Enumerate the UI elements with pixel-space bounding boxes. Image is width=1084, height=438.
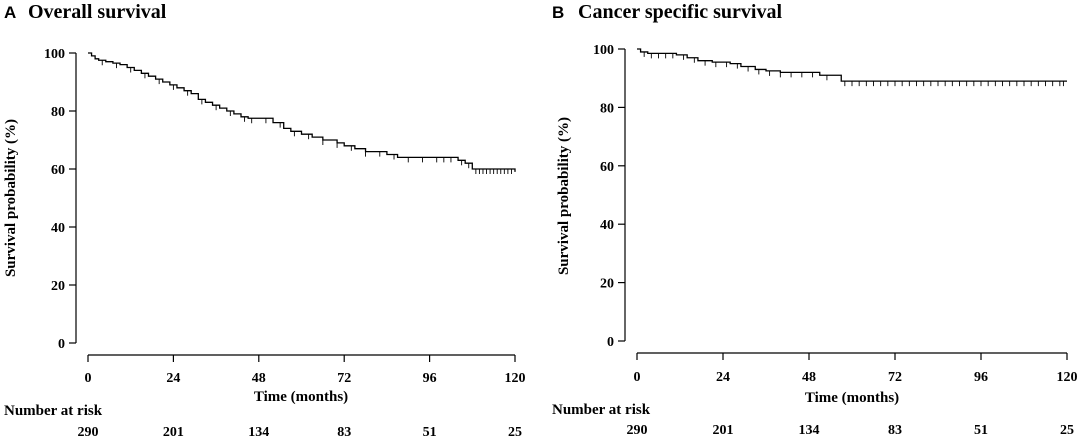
risk-count: 290 [78,425,99,438]
y-tick-label: 20 [51,279,65,294]
panel-b-axes [618,48,1068,360]
x-tick-label: 120 [1057,370,1078,385]
x-tick-label: 48 [802,370,816,385]
panel-a-tick-labels: 0 24 48 72 96 120 0 20 40 60 80 100 [44,47,526,386]
panel-b-y-axis-label: Survival probability (%) [556,117,572,275]
x-tick-label: 96 [974,370,988,385]
survival-curve [88,52,516,172]
risk-count: 134 [799,423,820,438]
y-tick-label: 100 [44,47,65,62]
x-tick-label: 24 [716,370,730,385]
y-tick-label: 0 [607,335,614,350]
x-tick-label: 0 [85,371,92,386]
panel-a-y-axis-label: Survival probability (%) [3,119,19,277]
risk-count: 51 [974,423,988,438]
panel-b-x-axis-label: Time (months) [805,390,899,406]
y-tick-label: 60 [600,160,614,175]
y-tick-label: 40 [600,218,614,233]
panel-b-title: Cancer specific survival [578,1,782,23]
risk-count: 201 [163,425,184,438]
panel-a-letter: A [4,3,16,22]
risk-count: 51 [423,425,437,438]
panel-a-title: Overall survival [28,1,167,23]
x-tick-label: 72 [337,371,351,386]
risk-count: 134 [248,425,269,438]
y-tick-label: 100 [593,43,614,58]
panel-a-x-axis-label: Time (months) [254,389,348,405]
x-tick-label: 72 [888,370,902,385]
panel-a-risk-table: 290 201 134 83 51 25 [78,425,523,438]
x-tick-label: 120 [505,371,526,386]
risk-count: 290 [627,423,648,438]
panel-a-plot-area [88,52,516,174]
panel-b: B Cancer specific survival Survival prob… [552,1,1078,438]
y-tick-label: 80 [51,105,65,120]
panel-b-tick-labels: 0 24 48 72 96 120 0 20 40 60 80 100 [593,43,1078,385]
y-tick-label: 80 [600,101,614,116]
risk-count: 83 [888,423,902,438]
panel-b-risk-table: 290 201 134 83 51 25 [627,423,1075,438]
risk-count: 25 [1060,423,1074,438]
panel-b-letter: B [552,3,564,22]
survival-curve [637,48,1067,82]
panel-b-risk-label: Number at risk [552,402,651,418]
x-tick-label: 48 [252,371,266,386]
y-tick-label: 40 [51,221,65,236]
risk-count: 201 [713,423,734,438]
x-tick-label: 0 [634,370,641,385]
risk-count: 83 [337,425,351,438]
panel-a-risk-label: Number at risk [4,403,103,419]
panel-a-axes [69,52,516,362]
panel-b-plot-area [637,48,1067,87]
x-tick-label: 96 [423,371,437,386]
panel-a: A Overall survival Survival probability … [3,1,526,438]
y-tick-label: 20 [600,277,614,292]
risk-count: 25 [508,425,522,438]
y-tick-label: 0 [58,337,65,352]
y-tick-label: 60 [51,163,65,178]
x-tick-label: 24 [166,371,180,386]
